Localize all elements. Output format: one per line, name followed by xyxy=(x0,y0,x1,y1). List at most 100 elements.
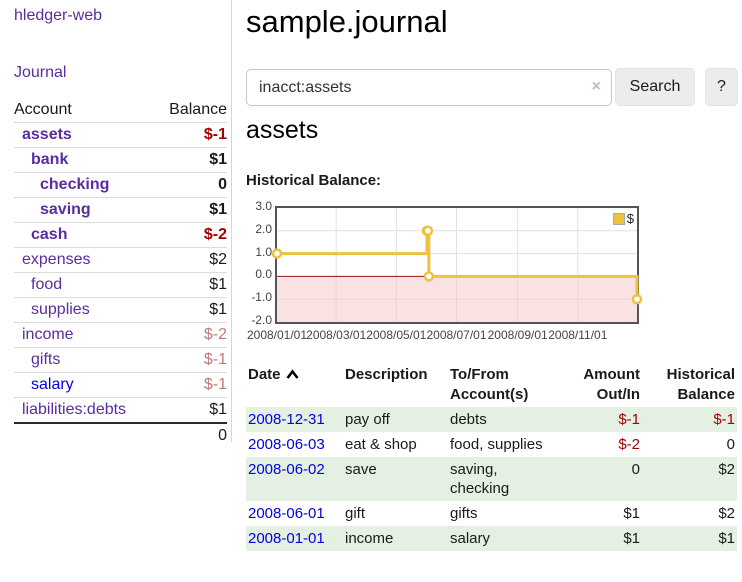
transaction-accounts: saving, checking xyxy=(450,461,510,497)
account-balance: $-2 xyxy=(203,326,227,343)
transaction-date-link[interactable]: 2008-01-01 xyxy=(248,530,325,547)
transaction-accounts: gifts xyxy=(450,505,478,522)
transaction-balance: $2 xyxy=(718,505,735,522)
y-tick-label: -1.0 xyxy=(251,290,272,305)
transaction-row: 2008-12-31 pay off debts $-1 $-1 xyxy=(246,407,737,432)
account-link[interactable]: cash xyxy=(31,226,68,243)
transaction-accounts: food, supplies xyxy=(450,436,543,453)
account-link[interactable]: gifts xyxy=(31,351,61,368)
x-tick-label: 2008/03/01 xyxy=(306,328,367,342)
transaction-row: 2008-01-01 income salary $1 $1 xyxy=(246,526,737,551)
account-balance: $1 xyxy=(209,301,227,318)
x-tick-label: 2008/11/01 xyxy=(548,328,608,342)
chart-title: Historical Balance: xyxy=(246,172,382,189)
y-tick-label: 0.0 xyxy=(255,267,272,282)
chart-svg xyxy=(271,208,643,322)
search-button[interactable]: Search xyxy=(615,68,695,106)
search-input[interactable] xyxy=(246,69,612,106)
transaction-description: income xyxy=(345,530,394,547)
transaction-date-link[interactable]: 2008-06-02 xyxy=(248,461,325,478)
balance-chart: 3.0 2.0 1.0 0.0 -1.0 -2.0 $ 2008/01/01 2008/03… xyxy=(246,199,742,350)
transaction-accounts: debts xyxy=(450,411,487,428)
sidebar: hledger-web Journal Account Balance asse… xyxy=(0,0,232,444)
account-link[interactable]: checking xyxy=(40,176,110,193)
x-tick-label: 2008/01/01 xyxy=(246,328,308,342)
account-row: cash $-2 xyxy=(14,222,227,248)
transaction-amount: $-1 xyxy=(618,411,640,428)
account-row: assets $-1 xyxy=(14,122,227,148)
transaction-balance: $2 xyxy=(718,461,735,478)
register-tbody: 2008-12-31 pay off debts $-1 $-1 2008-06-03 ea… xyxy=(246,407,737,551)
help-button[interactable]: ? xyxy=(705,68,738,106)
app-title-link[interactable]: hledger-web xyxy=(14,7,103,24)
account-row: bank $1 xyxy=(14,147,227,173)
column-header-amount: Amount Out/In xyxy=(583,366,640,403)
column-header-date[interactable]: Date xyxy=(246,363,343,407)
y-tick-label: 1.0 xyxy=(255,244,272,259)
account-link[interactable]: assets xyxy=(22,126,72,143)
account-link[interactable]: supplies xyxy=(31,301,90,318)
transaction-amount: $-2 xyxy=(618,436,640,453)
transaction-amount: $1 xyxy=(623,530,640,547)
transaction-date-link[interactable]: 2008-06-01 xyxy=(248,505,325,522)
account-balance: $-2 xyxy=(203,226,227,243)
account-row: expenses $2 xyxy=(14,247,227,273)
accounts-tbody: assets $-1 bank $1 checking 0 saving $1 cash $-2 e… xyxy=(14,122,227,424)
sort-ascending-icon xyxy=(285,369,299,379)
transaction-date-link[interactable]: 2008-06-03 xyxy=(248,436,325,453)
register-table: Date Description To/From Account(s) Amou… xyxy=(246,363,737,551)
transaction-accounts: salary xyxy=(450,530,491,547)
y-tick-label: 2.0 xyxy=(255,221,272,236)
transaction-description: gift xyxy=(345,505,366,522)
account-link[interactable]: salary xyxy=(31,376,74,393)
account-balance: $-1 xyxy=(203,126,227,143)
chart-legend: $ xyxy=(612,211,634,226)
account-row: saving $1 xyxy=(14,197,227,223)
transaction-row: 2008-06-02 save saving, checking 0 $2 xyxy=(246,457,737,501)
account-row: supplies $1 xyxy=(14,297,227,323)
transaction-row: 2008-06-03 eat & shop food, supplies $-2 0 xyxy=(246,432,737,457)
account-link[interactable]: liabilities:debts xyxy=(22,401,127,418)
account-balance: $-1 xyxy=(203,376,227,393)
account-link[interactable]: food xyxy=(31,276,63,293)
account-heading: assets xyxy=(246,116,319,144)
transaction-balance: $-1 xyxy=(713,411,735,428)
accounts-total-row: 0 xyxy=(14,423,227,448)
x-tick-label: 2008/05/01 xyxy=(366,328,427,342)
accounts-column-account: Account xyxy=(14,101,72,118)
account-link[interactable]: bank xyxy=(31,151,69,168)
sidebar-item-journal[interactable]: Journal xyxy=(14,64,67,81)
transaction-amount: 0 xyxy=(631,461,640,478)
accounts-total-balance: 0 xyxy=(218,427,227,444)
transaction-row: 2008-06-01 gift gifts $1 $2 xyxy=(246,501,737,526)
account-link[interactable]: income xyxy=(22,326,74,343)
y-tick-label: 3.0 xyxy=(255,199,272,213)
accounts-header-row: Account Balance xyxy=(14,98,227,123)
account-balance: 0 xyxy=(218,176,227,193)
account-row: gifts $-1 xyxy=(14,347,227,373)
legend-color-swatch xyxy=(612,212,625,225)
legend-label: $ xyxy=(626,211,634,226)
account-link[interactable]: saving xyxy=(40,201,91,218)
y-tick-label: -2.0 xyxy=(251,313,272,327)
transaction-balance: 0 xyxy=(726,436,735,453)
transaction-amount: $1 xyxy=(623,505,640,522)
clear-search-icon[interactable]: × xyxy=(591,78,601,95)
column-header-description: Description xyxy=(345,366,428,383)
account-link[interactable]: expenses xyxy=(22,251,91,268)
account-balance: $1 xyxy=(209,401,227,418)
account-row: salary $-1 xyxy=(14,372,227,398)
transaction-description: save xyxy=(345,461,377,478)
account-balance: $2 xyxy=(209,251,227,268)
x-tick-label: 2008/09/01 xyxy=(487,328,548,342)
x-tick-label: 2008/07/01 xyxy=(426,328,487,342)
account-balance: $1 xyxy=(209,276,227,293)
register-header-row: Date Description To/From Account(s) Amou… xyxy=(246,363,737,407)
chart-plot-area: $ xyxy=(271,206,643,324)
transaction-description: pay off xyxy=(345,411,390,428)
transaction-date-link[interactable]: 2008-12-31 xyxy=(248,411,325,428)
account-balance: $1 xyxy=(209,151,227,168)
page-title: sample.journal xyxy=(246,4,448,39)
accounts-column-balance: Balance xyxy=(169,101,227,118)
search-bar: × Search ? xyxy=(246,68,742,106)
